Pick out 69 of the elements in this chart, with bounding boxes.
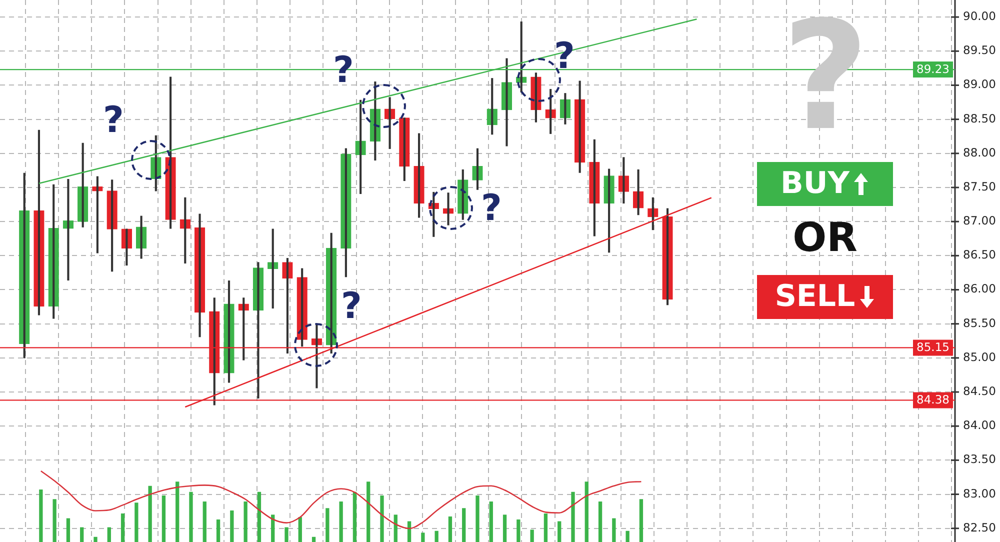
y-tick-label: 87.00 [963,214,996,228]
bar [598,501,602,542]
bar [244,501,248,542]
annotation: OR [792,215,858,261]
bar [584,482,588,542]
y-tick-label: 85.50 [963,316,996,330]
annotation: ? [481,188,502,229]
bar [312,536,316,542]
bar [80,527,84,542]
y-tick-label: 83.50 [963,452,996,466]
y-tick-label: 86.50 [963,248,996,262]
bar [39,489,43,542]
bar [516,519,520,542]
bar [162,495,166,542]
bar [639,499,644,542]
y-tick-label: 89.00 [963,77,996,92]
bar [366,482,370,542]
bar [176,482,180,542]
y-tick-label: 88.50 [963,111,996,126]
y-tick-label: 84.00 [963,418,996,432]
annotation: ? [341,286,362,327]
bar [107,527,111,542]
bar [326,508,330,542]
bar [571,492,575,542]
bar [339,501,343,542]
bar [134,502,138,542]
y-tick-label: 83.00 [963,486,996,500]
bar [544,513,548,542]
y-tick-label: 84.50 [963,384,996,398]
bar [148,486,152,542]
annotation: SELL [774,279,856,314]
bar [94,536,98,542]
bar [202,501,206,542]
bar [448,516,452,542]
bar [558,521,562,542]
bar [271,514,275,542]
ref-line-label: 89.23 [916,62,950,76]
bar [502,514,507,542]
y-tick-label: 85.00 [963,350,996,364]
bar [489,501,493,542]
bar [394,514,398,542]
bar [120,513,125,542]
bar [612,518,616,542]
annotation: ? [103,100,124,141]
bar [476,495,480,542]
bar [421,532,425,542]
bar [189,492,193,542]
bar [352,492,357,542]
bar [380,495,384,542]
bar [626,530,630,542]
bar [530,530,534,542]
y-tick-label: 87.50 [963,179,996,194]
bar [284,527,288,542]
bar [230,510,234,542]
y-tick-label: 82.50 [963,520,996,534]
annotation: BUY [780,166,850,201]
bar [462,508,466,542]
ref-line-label: 85.15 [916,340,950,354]
bar [298,517,302,542]
y-tick-label: 86.00 [963,282,996,296]
y-tick-label: 88.00 [963,145,996,160]
bar [52,499,56,542]
ref-line-label: 84.38 [916,392,950,407]
bar [434,530,438,542]
bar [257,492,262,542]
bar [216,519,220,542]
y-tick-label: 90.00 [963,9,996,24]
y-tick-label: 89.50 [963,43,996,58]
bar [66,518,70,542]
